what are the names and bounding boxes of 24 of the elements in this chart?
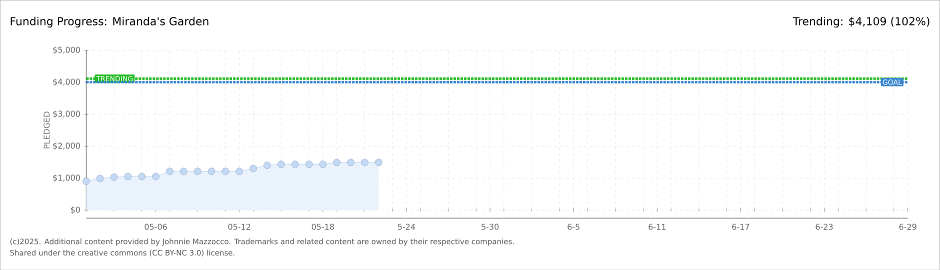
point	[277, 160, 285, 168]
point	[319, 160, 327, 168]
point	[333, 158, 341, 166]
chart-title: Funding Progress: Miranda's Garden	[10, 16, 208, 28]
point	[374, 158, 382, 166]
point	[194, 168, 202, 175]
point	[96, 174, 104, 182]
point	[180, 168, 188, 175]
point	[138, 172, 146, 180]
point	[222, 168, 230, 175]
chart-subtitle: Trending: $4,109 (102%)	[792, 16, 930, 28]
point	[166, 168, 174, 175]
point	[347, 158, 354, 166]
point	[152, 172, 160, 180]
point	[291, 160, 299, 168]
point	[124, 172, 132, 180]
point	[82, 177, 90, 185]
point	[208, 168, 216, 175]
point	[110, 173, 118, 181]
point	[305, 160, 313, 168]
point	[250, 164, 257, 172]
point	[264, 161, 271, 169]
point	[360, 158, 368, 166]
point	[236, 168, 244, 175]
